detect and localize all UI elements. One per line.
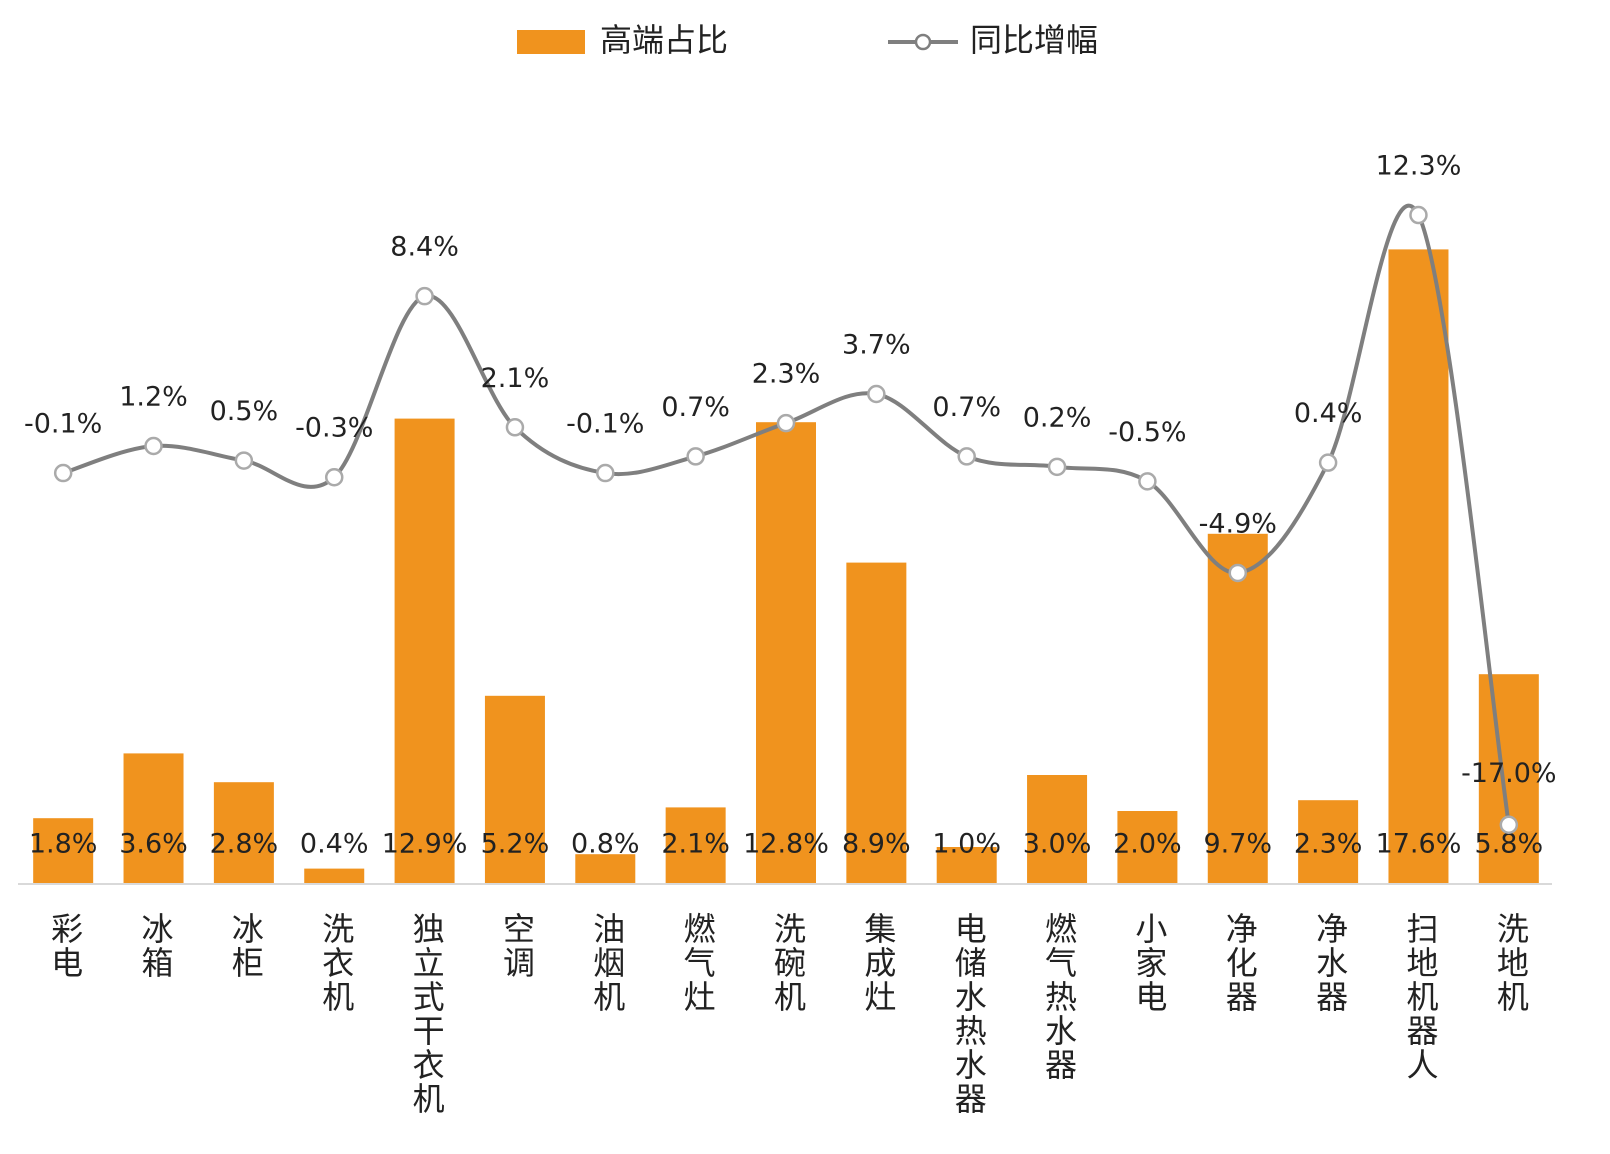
line-marker [1409, 205, 1428, 225]
data-label: 3.0% [1023, 829, 1092, 860]
legend-marker [914, 33, 932, 51]
line-marker [415, 286, 434, 306]
bar [484, 695, 545, 883]
line-marker [324, 467, 344, 487]
data-label: -0.1% [24, 409, 102, 440]
line-marker [686, 447, 705, 466]
bar [756, 422, 816, 883]
line-marker [867, 384, 886, 404]
legend-label: 同比增幅 [970, 21, 1098, 59]
x-tick-label: 燃气灶 [679, 912, 717, 1014]
data-label: 5.2% [481, 829, 550, 860]
legend-label: 高端占比 [600, 21, 728, 59]
line-marker [505, 418, 525, 437]
data-label: -4.9% [1199, 508, 1277, 539]
data-label: 17.6% [1376, 829, 1462, 860]
bar [1117, 811, 1178, 883]
data-label: 12.8% [743, 829, 829, 860]
bar [33, 818, 94, 883]
line-marker [1318, 453, 1338, 472]
data-label: 8.9% [842, 829, 911, 860]
x-tick-label: 洗碗机 [769, 912, 807, 1014]
x-tick-label: 洗地机 [1492, 912, 1530, 1014]
x-tick-label: 扫地机器人 [1401, 912, 1439, 1082]
line-marker [1228, 563, 1248, 583]
line-marker [53, 463, 73, 483]
bar [575, 854, 636, 883]
data-label: 9.7% [1203, 829, 1272, 860]
line-marker [1047, 457, 1067, 477]
line-marker [144, 436, 163, 456]
data-label: 0.8% [571, 829, 640, 860]
data-label: 3.6% [119, 829, 188, 860]
bar [1207, 533, 1268, 883]
line-marker [776, 413, 796, 433]
data-label: 0.7% [932, 392, 1001, 423]
x-tick-label: 净化器 [1221, 912, 1259, 1014]
line-marker [1499, 815, 1519, 834]
data-label: 12.9% [382, 829, 468, 860]
x-tick-label: 小家电 [1130, 912, 1168, 1014]
bar [213, 782, 274, 883]
data-label: 0.5% [210, 396, 279, 427]
x-tick-label: 洗衣机 [317, 912, 355, 1014]
line-marker [957, 447, 976, 466]
data-label: -17.0% [1461, 758, 1557, 789]
data-label: 12.3% [1376, 151, 1462, 182]
bar [665, 807, 726, 883]
x-tick-label: 集成灶 [859, 912, 897, 1014]
data-label: 2.3% [1294, 829, 1363, 860]
x-tick-label: 净水器 [1311, 912, 1349, 1014]
line-marker [1138, 472, 1157, 491]
bar [304, 868, 365, 883]
bar [936, 847, 997, 883]
data-label: -0.1% [566, 409, 644, 440]
data-label: 2.3% [752, 359, 821, 390]
bar [123, 753, 184, 883]
data-label: 8.4% [390, 232, 459, 263]
data-label: 2.8% [210, 829, 279, 860]
data-label: -0.3% [295, 413, 373, 444]
bar [1478, 674, 1539, 883]
x-tick-label: 油烟机 [588, 912, 626, 1014]
x-tick-label: 彩电 [46, 912, 84, 980]
data-label: 0.4% [300, 829, 369, 860]
data-label: 1.2% [119, 382, 188, 413]
data-label: 2.1% [481, 363, 550, 394]
data-label: 0.7% [661, 392, 730, 423]
data-label: 0.2% [1023, 402, 1092, 433]
data-label: 0.4% [1294, 398, 1363, 429]
x-tick-label: 电储水热水器 [950, 912, 988, 1116]
x-tick-label: 冰箱 [137, 912, 175, 980]
x-tick-label: 冰柜 [227, 912, 265, 980]
x-tick-label: 独立式干衣机 [408, 912, 446, 1116]
bar [1298, 800, 1359, 883]
data-label: 2.1% [661, 829, 730, 860]
bar [394, 418, 455, 883]
line-marker [234, 451, 254, 470]
x-tick-label: 空调 [498, 912, 536, 980]
x-tick-label: 燃气热水器 [1040, 912, 1078, 1082]
line-marker [596, 463, 615, 483]
data-label: 1.8% [29, 829, 98, 860]
legend-swatch [517, 30, 585, 54]
bar [1388, 249, 1449, 883]
bar [846, 562, 907, 883]
data-label: 1.0% [932, 829, 1001, 860]
data-label: 2.0% [1113, 829, 1182, 860]
bar [1027, 775, 1088, 883]
data-label: -0.5% [1108, 417, 1186, 448]
data-label: 3.7% [842, 329, 911, 360]
